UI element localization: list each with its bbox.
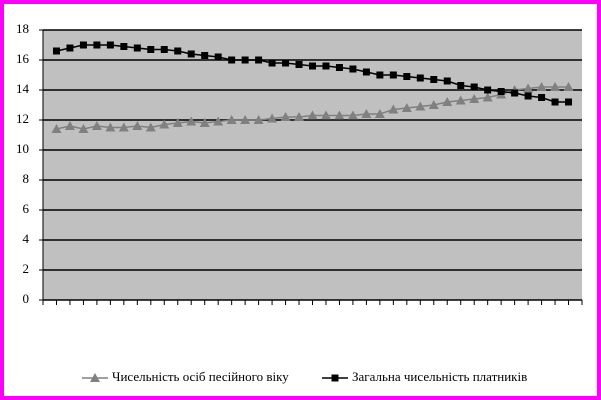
marker xyxy=(268,59,276,67)
marker xyxy=(253,115,264,124)
marker xyxy=(255,56,263,64)
y-tick-label: 10 xyxy=(16,141,29,156)
marker xyxy=(442,97,453,106)
marker xyxy=(334,110,345,120)
marker xyxy=(90,373,100,382)
marker xyxy=(159,119,170,129)
marker xyxy=(416,74,424,82)
marker xyxy=(511,89,519,97)
plot-area xyxy=(43,30,582,300)
marker xyxy=(145,122,156,132)
marker xyxy=(335,64,343,71)
marker xyxy=(64,121,75,130)
marker xyxy=(213,116,224,126)
marker xyxy=(374,109,385,118)
marker xyxy=(52,47,60,55)
marker xyxy=(66,44,74,52)
marker xyxy=(361,109,372,118)
marker xyxy=(106,41,114,49)
y-tick-label: 8 xyxy=(23,171,30,186)
marker xyxy=(93,41,101,49)
marker xyxy=(565,98,573,106)
y-tick-label: 4 xyxy=(23,231,30,246)
marker xyxy=(457,82,465,89)
marker xyxy=(322,62,330,70)
marker xyxy=(186,116,197,126)
marker xyxy=(91,121,102,130)
y-tick-label: 2 xyxy=(23,261,30,276)
marker xyxy=(349,65,357,73)
marker xyxy=(403,73,411,80)
marker xyxy=(415,101,426,111)
marker xyxy=(482,92,493,102)
marker xyxy=(497,88,505,95)
marker xyxy=(309,62,316,70)
marker xyxy=(199,118,210,127)
legend-label: Чисельність осіб песійного віку xyxy=(112,369,289,384)
marker xyxy=(174,47,182,55)
marker xyxy=(79,41,87,49)
marker xyxy=(160,46,168,53)
marker xyxy=(376,71,384,79)
marker xyxy=(401,103,412,112)
marker xyxy=(295,61,303,68)
marker xyxy=(267,113,278,123)
marker xyxy=(118,122,129,132)
marker xyxy=(78,124,89,133)
marker xyxy=(132,121,143,130)
marker xyxy=(214,53,222,61)
marker xyxy=(430,76,438,83)
marker xyxy=(120,43,128,50)
marker xyxy=(550,82,561,91)
marker xyxy=(51,124,62,133)
marker xyxy=(282,59,290,67)
marker xyxy=(538,94,546,101)
marker xyxy=(389,71,397,79)
marker xyxy=(226,115,237,124)
marker xyxy=(388,104,399,114)
marker xyxy=(443,77,451,85)
marker xyxy=(428,100,439,109)
marker xyxy=(470,83,478,91)
marker xyxy=(280,112,291,121)
marker xyxy=(455,95,466,105)
marker xyxy=(240,115,251,124)
marker xyxy=(105,122,116,132)
marker xyxy=(201,52,209,59)
marker xyxy=(551,98,559,106)
y-tick-label: 18 xyxy=(16,21,29,36)
marker xyxy=(563,82,574,91)
marker xyxy=(362,68,370,76)
y-tick-label: 12 xyxy=(16,111,29,126)
marker xyxy=(228,56,236,64)
y-tick-label: 0 xyxy=(23,291,30,306)
y-tick-label: 14 xyxy=(16,81,30,96)
marker xyxy=(147,46,155,53)
marker xyxy=(294,112,305,121)
marker xyxy=(320,110,331,120)
marker xyxy=(241,56,249,64)
marker xyxy=(172,118,183,127)
y-tick-label: 16 xyxy=(16,51,30,66)
legend-label: Загальна чисельність платників xyxy=(352,369,527,384)
marker xyxy=(536,82,547,91)
marker xyxy=(469,94,480,103)
marker xyxy=(347,110,358,120)
marker xyxy=(133,44,141,52)
marker xyxy=(484,86,492,94)
y-tick-label: 6 xyxy=(23,201,30,216)
marker xyxy=(307,110,318,120)
marker xyxy=(524,92,532,100)
marker xyxy=(331,374,339,382)
marker xyxy=(523,83,534,93)
marker xyxy=(187,50,195,58)
